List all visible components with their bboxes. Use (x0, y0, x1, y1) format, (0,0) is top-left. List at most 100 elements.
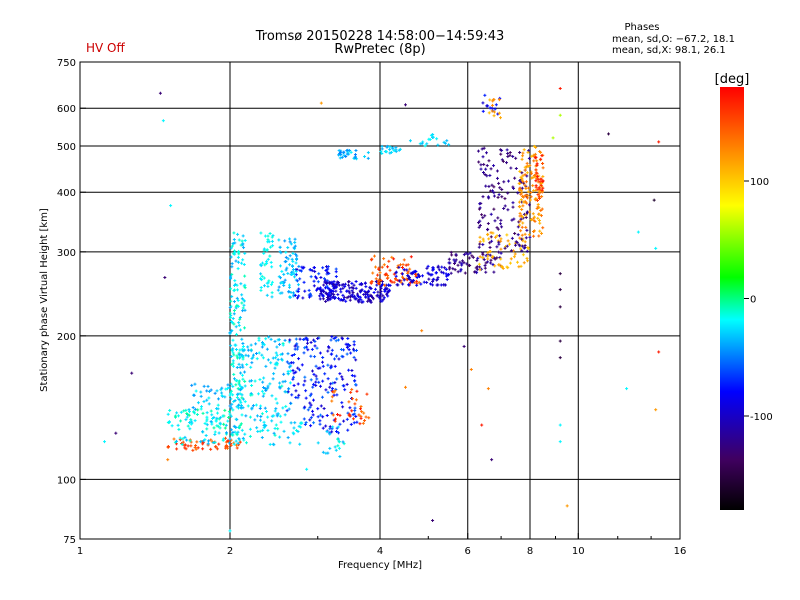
data-point (462, 261, 466, 265)
data-point (318, 419, 322, 423)
data-point (260, 389, 264, 393)
data-point (269, 260, 273, 264)
data-point (175, 411, 179, 415)
data-point (284, 268, 288, 272)
data-point (205, 423, 209, 427)
data-point (321, 450, 325, 454)
data-point (415, 275, 419, 279)
data-point (258, 406, 262, 410)
data-point (540, 188, 544, 192)
data-point (319, 404, 323, 408)
data-point (274, 423, 278, 427)
data-point (508, 242, 512, 246)
data-point (293, 237, 297, 241)
data-point (516, 191, 520, 195)
data-point (237, 249, 241, 253)
data-point (292, 371, 296, 375)
data-point (558, 440, 562, 444)
data-point (229, 299, 233, 303)
data-point (403, 385, 407, 389)
data-point (229, 344, 233, 348)
y-tick-label: 750 (57, 58, 76, 69)
data-point (241, 406, 245, 410)
data-point (331, 282, 335, 286)
data-point (492, 164, 496, 168)
data-point (242, 263, 246, 267)
data-point (417, 275, 421, 279)
data-point (363, 281, 367, 285)
data-point (229, 355, 233, 359)
data-point (263, 406, 267, 410)
data-point (551, 136, 555, 140)
data-point (489, 167, 493, 171)
data-point (260, 353, 264, 357)
data-point (202, 384, 206, 388)
data-point (345, 382, 349, 386)
data-point (270, 235, 274, 239)
data-point (283, 278, 287, 282)
data-point (175, 439, 179, 443)
data-point (488, 249, 492, 253)
data-point (652, 198, 656, 202)
data-point (226, 419, 230, 423)
data-point (535, 175, 539, 179)
data-point (295, 296, 299, 300)
data-point (321, 360, 325, 364)
data-point (353, 153, 357, 157)
data-point (488, 98, 492, 102)
data-point (222, 422, 226, 426)
data-point (497, 263, 501, 267)
data-point (235, 396, 239, 400)
data-point (342, 150, 346, 154)
data-point (403, 103, 407, 107)
data-point (274, 356, 278, 360)
data-point (278, 245, 282, 249)
data-point (479, 167, 483, 171)
data-point (450, 253, 454, 257)
data-point (188, 427, 192, 431)
data-point (520, 171, 524, 175)
data-point (513, 176, 517, 180)
data-point (342, 419, 346, 423)
data-point (205, 389, 209, 393)
data-point (186, 424, 190, 428)
data-point (237, 397, 241, 401)
data-point (426, 264, 430, 268)
chart-title: Tromsø 20150228 14:58:00−14:59:43 (255, 29, 505, 44)
data-point (502, 180, 506, 184)
data-point (495, 245, 499, 249)
data-point (490, 239, 494, 243)
data-point (292, 272, 296, 276)
data-point (324, 451, 328, 455)
data-point (236, 298, 240, 302)
data-point (224, 440, 228, 444)
data-point (236, 441, 240, 445)
data-point (396, 283, 400, 287)
data-point (300, 363, 304, 367)
data-point (286, 352, 290, 356)
data-point (510, 218, 514, 222)
data-point (541, 180, 545, 184)
data-point (313, 344, 317, 348)
data-point (237, 323, 241, 327)
data-point (243, 432, 247, 436)
data-point (539, 214, 543, 218)
data-point (494, 103, 498, 107)
data-point (522, 200, 526, 204)
data-point (309, 340, 313, 344)
data-point (172, 437, 176, 441)
data-point (501, 159, 505, 163)
data-point (230, 363, 234, 367)
data-point (482, 239, 486, 243)
data-point (518, 211, 522, 215)
data-point (420, 329, 424, 333)
data-point (303, 375, 307, 379)
data-point (506, 208, 510, 212)
colorbar-ticks: -100 0 100 (744, 177, 773, 423)
data-point (499, 239, 503, 243)
data-point (335, 377, 339, 381)
data-point (347, 348, 351, 352)
data-point (233, 241, 237, 245)
data-point (376, 290, 380, 294)
data-point (270, 280, 274, 284)
